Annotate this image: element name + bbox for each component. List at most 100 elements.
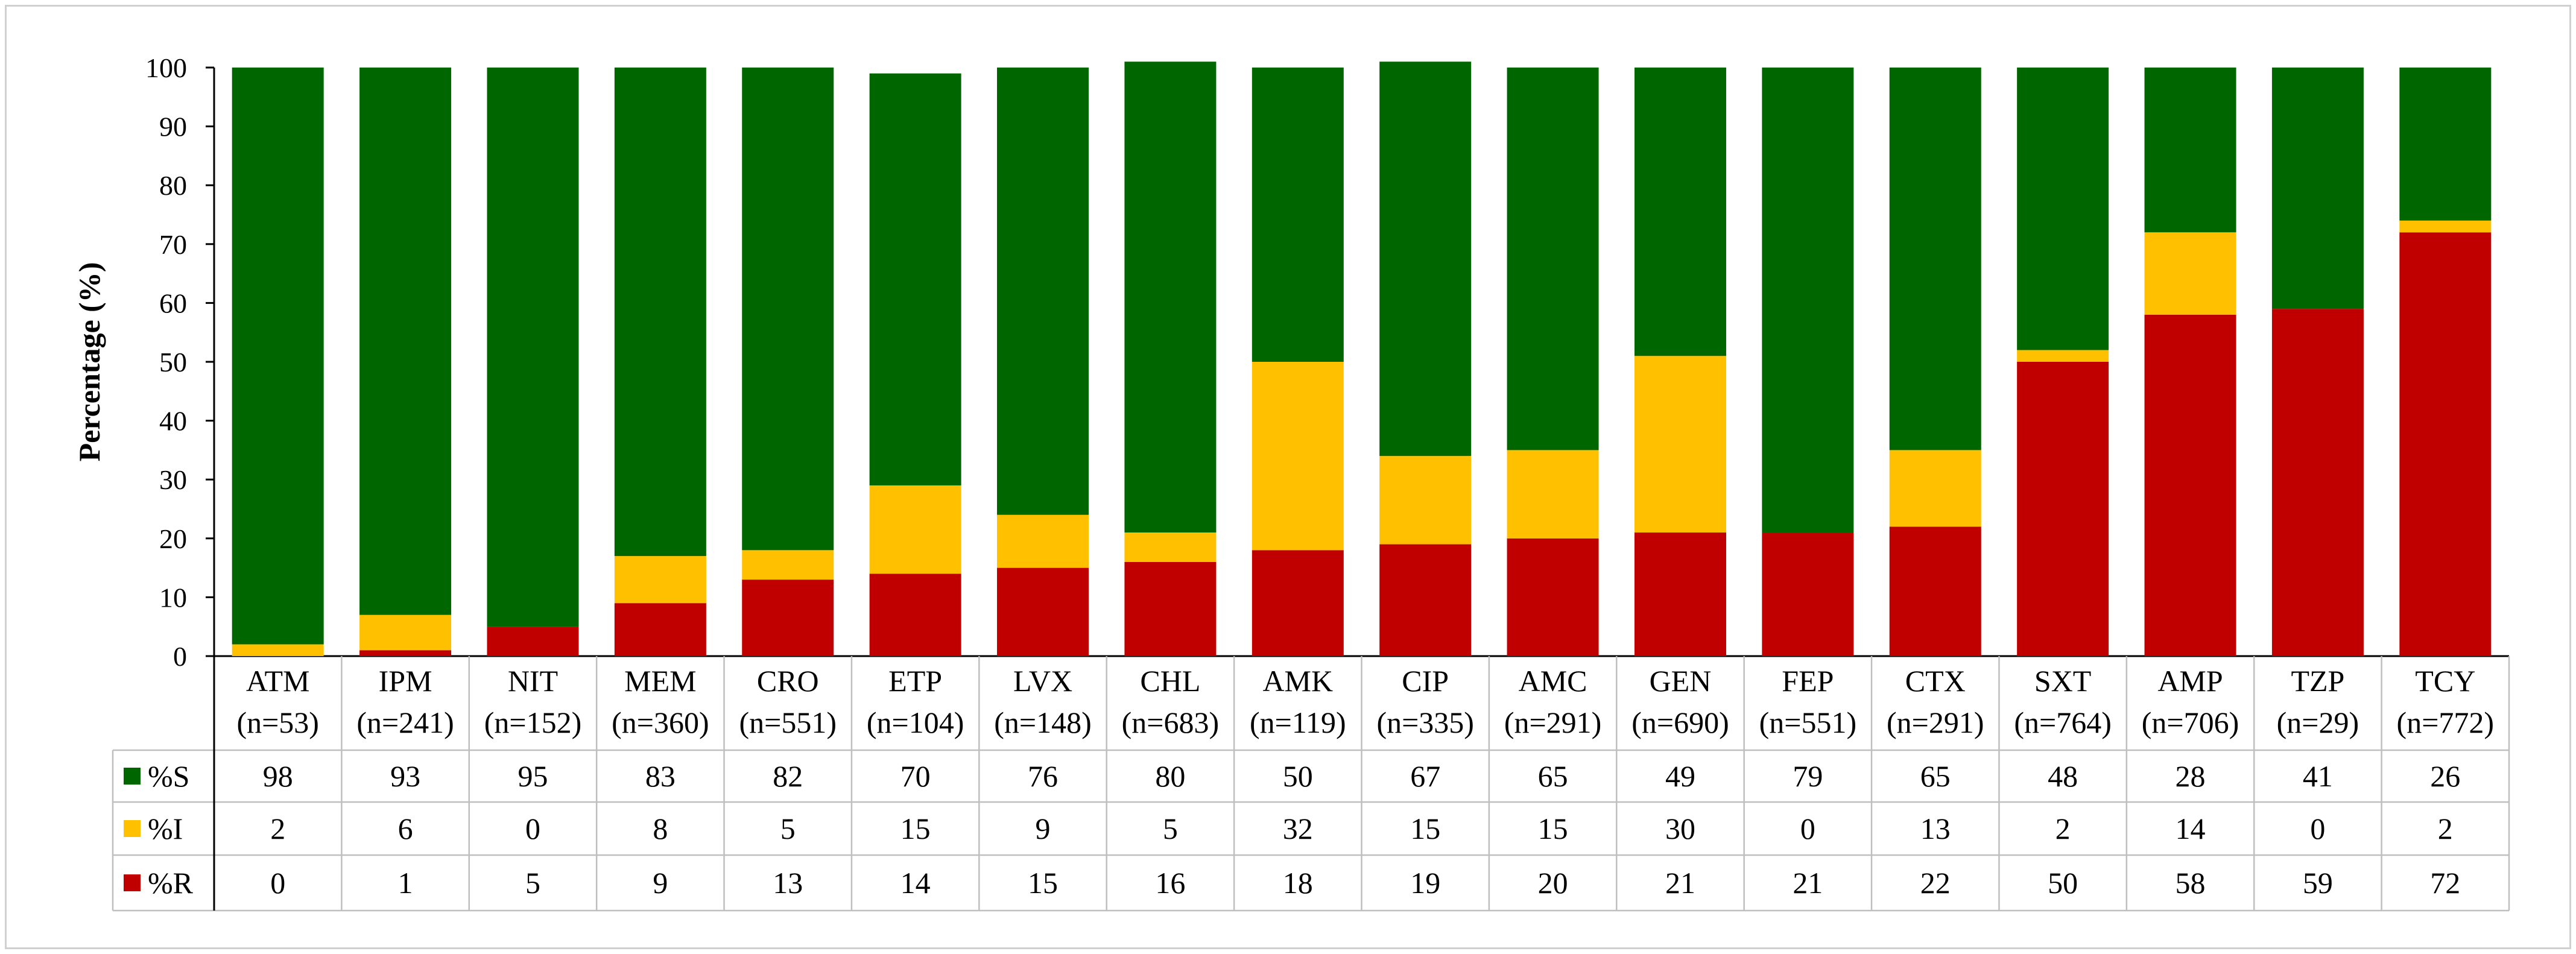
y-tick-label: 10	[159, 582, 187, 613]
data-label: 8	[653, 812, 668, 845]
bar-s-atm	[232, 68, 324, 645]
data-label: 13	[1920, 812, 1951, 845]
bar-i-tcy	[2399, 220, 2492, 233]
bars	[232, 62, 2492, 656]
bar-r-amp	[2144, 314, 2236, 656]
bar-i-amp	[2144, 232, 2236, 315]
bar-s-cip	[1379, 62, 1472, 456]
data-label: 2	[2055, 812, 2071, 845]
bar-i-mem	[614, 556, 706, 604]
category-label: MEM	[624, 664, 696, 698]
data-label: 6	[398, 812, 413, 845]
data-label: 20	[1538, 866, 1568, 900]
bar-r-tzp	[2271, 309, 2364, 656]
bar-i-cip	[1379, 456, 1472, 545]
y-tick-label: 30	[159, 464, 187, 495]
bar-i-gen	[1634, 356, 1726, 533]
category-count: (n=148)	[994, 706, 1092, 739]
y-tick-label: 80	[159, 170, 187, 201]
category-count: (n=764)	[2014, 706, 2112, 739]
legend-swatch-i	[124, 820, 141, 837]
category-label: AMC	[1519, 664, 1587, 698]
legend-label-r: %R	[148, 866, 194, 900]
category-count: (n=291)	[1887, 706, 1984, 739]
category-label: ATM	[246, 664, 310, 698]
data-label: 30	[1665, 812, 1695, 845]
data-label: 19	[1410, 866, 1440, 900]
bar-s-cro	[742, 68, 834, 551]
bar-s-chl	[1124, 62, 1217, 533]
labels: ATM (n=53) IPM (n=241) NIT (n=152) MEM (n=360) C…	[124, 664, 2494, 900]
data-label: 5	[1163, 812, 1178, 845]
y-tick-label: 40	[159, 406, 187, 437]
data-label: 95	[517, 759, 548, 793]
bar-s-fep	[1762, 68, 1854, 533]
bar-r-chl	[1124, 561, 1217, 656]
bar-r-ctx	[1889, 526, 1981, 656]
data-label: 65	[1920, 759, 1951, 793]
data-label: 0	[525, 812, 540, 845]
bar-r-sxt	[2017, 362, 2109, 656]
bar-r-ipm	[359, 650, 452, 656]
bar-s-amp	[2144, 68, 2236, 233]
data-label: 76	[1028, 759, 1058, 793]
category-count: (n=241)	[356, 706, 454, 739]
data-label: 0	[270, 866, 285, 900]
data-label: 21	[1793, 866, 1823, 900]
bar-s-etp	[869, 73, 961, 485]
data-label: 5	[780, 812, 796, 845]
y-axis: 0 10 20 30 40 50 60 70 80 90 100 Percentage (%)	[72, 52, 215, 672]
category-count: (n=291)	[1504, 706, 1602, 739]
legend-swatch-s	[124, 768, 141, 785]
category-label: IPM	[379, 664, 432, 698]
data-label: 82	[773, 759, 803, 793]
bar-i-cro	[742, 550, 834, 580]
y-axis-title: Percentage (%)	[72, 262, 106, 462]
bar-s-tzp	[2271, 68, 2364, 309]
bar-s-gen	[1634, 68, 1726, 356]
bar-i-ipm	[359, 614, 452, 651]
bar-i-lvx	[997, 514, 1089, 568]
category-label: CHL	[1140, 664, 1200, 698]
category-count: (n=152)	[484, 706, 582, 739]
data-label: 98	[263, 759, 293, 793]
y-tick-label: 50	[159, 347, 187, 377]
category-count: (n=360)	[612, 706, 709, 739]
data-label: 50	[2048, 866, 2078, 900]
data-label: 0	[2310, 812, 2325, 845]
data-label: 15	[1028, 866, 1058, 900]
category-label: ETP	[888, 664, 942, 698]
bar-s-amk	[1252, 68, 1344, 362]
bar-i-chl	[1124, 532, 1217, 562]
bar-i-sxt	[2017, 350, 2109, 362]
bar-s-mem	[614, 68, 706, 557]
category-count: (n=706)	[2142, 706, 2239, 739]
data-label: 28	[2176, 759, 2206, 793]
data-label: 2	[270, 812, 285, 845]
bar-i-atm	[232, 644, 324, 656]
category-label: AMP	[2157, 664, 2223, 698]
bar-s-tcy	[2399, 68, 2492, 221]
bar-i-amc	[1507, 450, 1599, 539]
data-label: 2	[2438, 812, 2453, 845]
category-label: FEP	[1782, 664, 1834, 698]
chart-frame	[5, 5, 2571, 949]
bar-r-nit	[487, 627, 579, 656]
y-tick-label: 0	[173, 641, 187, 672]
y-tick-label: 90	[159, 112, 187, 142]
category-count: (n=690)	[1631, 706, 1729, 739]
data-label: 26	[2430, 759, 2460, 793]
data-label: 16	[1155, 866, 1185, 900]
data-label: 14	[900, 866, 931, 900]
data-label: 9	[653, 866, 668, 900]
y-tick-label: 60	[159, 288, 187, 318]
category-count: (n=551)	[1759, 706, 1857, 739]
y-tick-label: 100	[145, 52, 187, 83]
category-label: CIP	[1402, 664, 1449, 698]
category-count: (n=119)	[1250, 706, 1346, 739]
legend-label-s: %S	[148, 759, 189, 793]
data-label: 48	[2048, 759, 2078, 793]
category-count: (n=104)	[867, 706, 964, 739]
data-label: 21	[1665, 866, 1695, 900]
